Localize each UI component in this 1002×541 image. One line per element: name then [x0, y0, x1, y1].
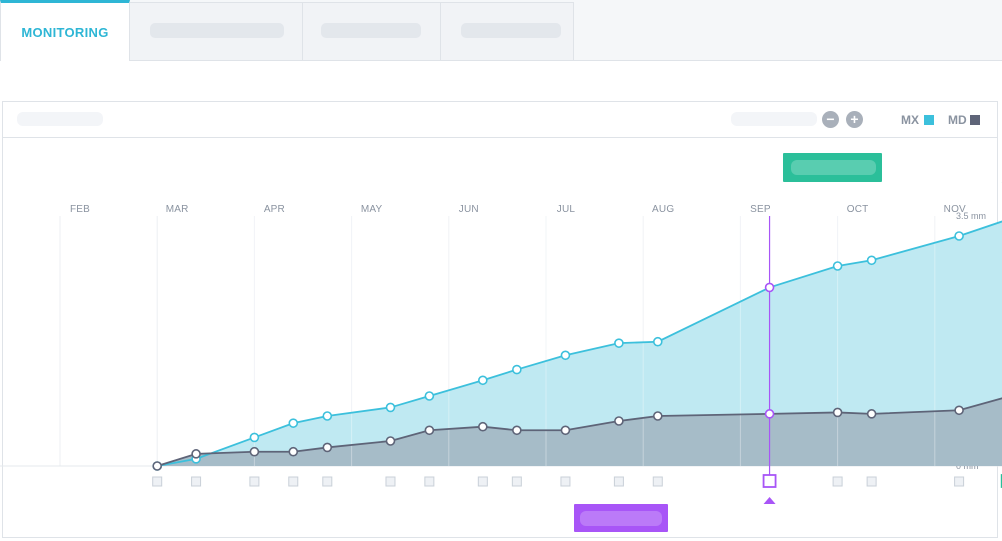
mx-point[interactable] — [478, 375, 488, 386]
selected-tooltip-content-placeholder — [580, 511, 662, 526]
mx-point[interactable] — [764, 282, 775, 293]
x-tick-aug: AUG — [652, 204, 674, 215]
mx-point[interactable] — [652, 336, 663, 347]
event-marker[interactable] — [511, 476, 522, 487]
x-tick-jul: JUL — [557, 204, 576, 215]
md-point[interactable] — [764, 409, 775, 419]
event-marker[interactable] — [288, 476, 299, 487]
x-tick-apr: APR — [264, 204, 285, 215]
mx-point[interactable] — [512, 364, 522, 375]
tab-4[interactable] — [441, 2, 574, 60]
tab-2-label-placeholder — [150, 23, 284, 38]
event-marker[interactable] — [249, 476, 260, 487]
event-marker[interactable] — [385, 476, 396, 487]
tab-3-label-placeholder — [321, 23, 421, 38]
x-tick-nov: NOV — [944, 204, 966, 215]
event-marker[interactable] — [832, 476, 843, 487]
md-point[interactable] — [478, 421, 488, 432]
event-marker[interactable] — [613, 476, 624, 487]
chart-range-placeholder — [731, 112, 817, 126]
event-marker[interactable] — [152, 476, 163, 487]
md-point[interactable] — [249, 446, 260, 457]
latest-tooltip-content-placeholder — [791, 160, 876, 175]
mx-point[interactable] — [954, 231, 964, 241]
x-tick-sep: SEP — [750, 204, 771, 215]
tab-2[interactable] — [130, 2, 303, 60]
tab-monitoring[interactable]: MONITORING — [0, 0, 130, 61]
tab-bar: MONITORING — [0, 0, 1002, 61]
y-tick-label: 3.5 mm — [956, 211, 986, 221]
event-marker[interactable] — [560, 476, 571, 487]
chart-header: − + MX MD — [3, 102, 997, 138]
md-point[interactable] — [288, 446, 299, 457]
legend-mx-label: MX — [901, 113, 919, 127]
mx-point[interactable] — [249, 432, 260, 443]
md-point[interactable] — [424, 425, 435, 436]
selected-tooltip-pointer — [763, 497, 776, 504]
md-point[interactable] — [614, 416, 624, 426]
event-marker-selected[interactable] — [762, 474, 777, 488]
mx-point[interactable] — [866, 255, 877, 266]
legend-md-swatch — [970, 115, 980, 125]
event-marker[interactable] — [652, 476, 663, 487]
tab-monitoring-label: MONITORING — [21, 25, 109, 40]
md-point[interactable] — [954, 405, 964, 416]
mx-point[interactable] — [385, 402, 396, 413]
event-marker[interactable] — [191, 476, 202, 487]
legend-md-label: MD — [948, 113, 967, 127]
x-tick-may: MAY — [361, 204, 383, 215]
event-marker[interactable] — [424, 476, 435, 487]
md-point[interactable] — [652, 411, 663, 421]
x-tick-oct: OCT — [847, 204, 869, 215]
md-point[interactable] — [832, 407, 843, 418]
event-marker[interactable] — [477, 476, 488, 487]
md-point[interactable] — [322, 442, 333, 453]
mx-point[interactable] — [288, 418, 299, 428]
md-point[interactable] — [512, 425, 522, 436]
md-point[interactable] — [191, 449, 201, 459]
md-point[interactable] — [866, 409, 877, 419]
zoom-in-button[interactable]: + — [846, 111, 863, 128]
tab-4-label-placeholder — [461, 23, 561, 38]
mx-point[interactable] — [424, 391, 435, 401]
md-point[interactable] — [560, 425, 571, 436]
x-tick-jun: JUN — [459, 204, 479, 215]
mx-point[interactable] — [614, 338, 624, 348]
x-tick-mar: MAR — [166, 204, 189, 215]
mx-point[interactable] — [832, 261, 843, 271]
latest-tooltip[interactable] — [783, 153, 882, 182]
x-tick-feb: FEB — [70, 204, 90, 215]
chart-title-placeholder — [17, 112, 103, 126]
zoom-out-button[interactable]: − — [822, 111, 839, 128]
event-marker[interactable] — [322, 476, 333, 487]
md-point[interactable] — [385, 436, 396, 446]
tab-3[interactable] — [303, 2, 441, 60]
selected-tooltip[interactable] — [574, 504, 668, 532]
event-marker[interactable] — [954, 476, 965, 487]
legend-mx-swatch — [924, 115, 934, 125]
md-area — [157, 398, 1002, 466]
md-point[interactable] — [152, 461, 162, 471]
mx-area — [157, 221, 1002, 466]
mx-point[interactable] — [560, 350, 571, 361]
event-marker[interactable] — [866, 476, 877, 487]
mx-point[interactable] — [322, 411, 333, 421]
